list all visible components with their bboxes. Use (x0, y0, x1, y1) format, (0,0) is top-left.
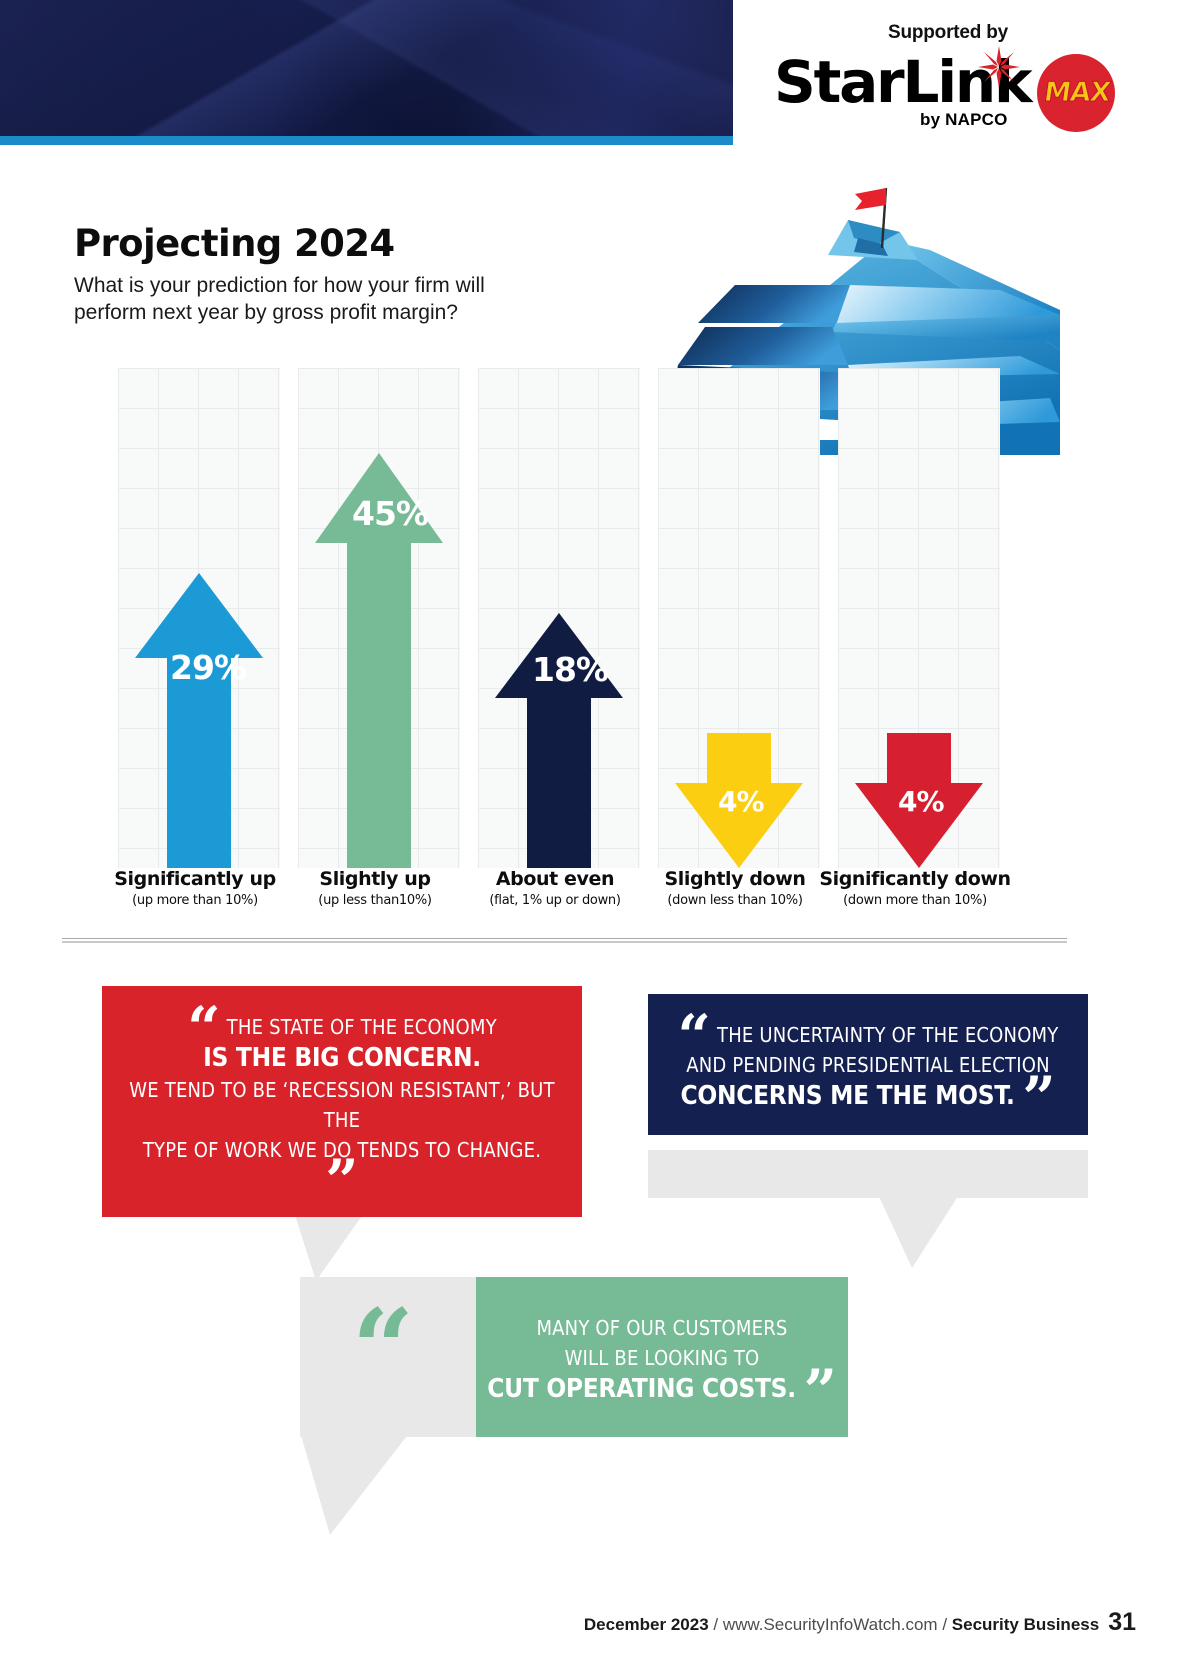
header-dark-panel (0, 0, 733, 136)
quote-navy-tail (876, 1190, 962, 1268)
quote-green-text-panel: MANY OF OUR CUSTOMERS WILL BE LOOKING TO… (476, 1277, 848, 1437)
bar-value-significantly-down: 4% (898, 785, 945, 818)
bar-value-slightly-down: 4% (718, 785, 765, 818)
page-header: Supported by StarLink MAX by NAPCO (0, 0, 1200, 145)
category-label-slightly-up: Slightly up (up less than10%) (318, 868, 432, 908)
category-label-significantly-up: Significantly up (up more than 10%) (114, 868, 276, 908)
footer-sep-1: / (708, 1615, 723, 1634)
bar-value-about-even: 18% (532, 650, 609, 689)
quote-green-line-2: WILL BE LOOKING TO (564, 1346, 760, 1370)
footer-publication: Security Business (951, 1615, 1100, 1634)
bar-significantly-down (855, 733, 983, 868)
bar-slightly-down (675, 733, 803, 868)
footer-website[interactable]: www.SecurityInfoWatch.com (722, 1615, 938, 1634)
quote-navy-line-3: CONCERNS ME THE MOST. ” (680, 1064, 1056, 1132)
page-footer: December 2023 / www.SecurityInfoWatch.co… (0, 1608, 1200, 1637)
quote-close-icon: ” (325, 1147, 359, 1215)
quote-green-mark-panel: “ (300, 1277, 476, 1437)
category-label-significantly-down: Significantly down (down more than 10%) (819, 868, 1011, 908)
category-label-about-even: About even (flat, 1% up or down) (489, 868, 621, 908)
max-badge-circle (1037, 54, 1115, 132)
quote-red-line-2: IS THE BIG CONCERN. (203, 1043, 481, 1073)
quote-navy-line-2: AND PENDING PRESIDENTIAL ELECTION (686, 1053, 1050, 1077)
footer-date: December 2023 (583, 1615, 709, 1634)
quote-red-line-1: “ THE STATE OF THE ECONOMY (187, 994, 497, 1062)
by-napco-label: by NAPCO (920, 110, 1008, 129)
quote-green-line-3: CUT OPERATING COSTS. ” (487, 1357, 837, 1425)
quote-navy-line-1: “ THE UNCERTAINTY OF THE ECONOMY (677, 1002, 1059, 1070)
quote-red: “ THE STATE OF THE ECONOMY IS THE BIG CO… (102, 986, 582, 1217)
supported-by-label: Supported by (887, 22, 1009, 43)
footer-sep-2: / (937, 1615, 952, 1634)
bar-value-slightly-up: 45% (352, 494, 429, 533)
quote-open-icon: “ (677, 1002, 712, 1070)
bar-about-even (495, 613, 623, 868)
quote-green: “ MANY OF OUR CUSTOMERS WILL BE LOOKING … (300, 1277, 848, 1437)
footer-page-number: 31 (1108, 1608, 1136, 1636)
quote-red-line-3: WE TEND TO BE ‘RECESSION RESISTANT,’ BUT… (129, 1078, 555, 1132)
quote-close-icon: ” (803, 1357, 837, 1425)
page-title: Projecting 2024 (74, 222, 395, 265)
bar-slightly-up (315, 453, 443, 868)
quote-red-line-4: TYPE OF WORK WE DO TENDS TO CHANGE. ” (142, 1138, 542, 1215)
header-accent-rule (0, 136, 733, 145)
max-badge-label: MAX (1042, 77, 1113, 109)
starlink-logo: Supported by StarLink MAX by NAPCO (760, 22, 1180, 132)
page-subtitle: What is your prediction for how your fir… (74, 274, 485, 324)
header-logo-panel (733, 0, 1200, 145)
quote-green-line-1: MANY OF OUR CUSTOMERS (536, 1316, 788, 1340)
quote-close-icon: ” (1022, 1064, 1056, 1132)
quote-navy: “ THE UNCERTAINTY OF THE ECONOMY AND PEN… (648, 994, 1088, 1135)
starlink-wordmark: StarLink (774, 48, 1033, 116)
star-burst-icon (978, 46, 1020, 88)
quote-open-icon: “ (187, 994, 221, 1062)
quote-green-tail (300, 1432, 410, 1535)
bar-significantly-up (135, 573, 263, 868)
section-divider (62, 938, 1067, 945)
chart-category-labels: Significantly up (up more than 10%) Slig… (100, 868, 1090, 928)
quote-navy-tail-base (648, 1150, 1088, 1198)
category-label-slightly-down: Slightly down (down less than 10%) (664, 868, 806, 908)
bar-value-significantly-up: 29% (170, 648, 247, 687)
